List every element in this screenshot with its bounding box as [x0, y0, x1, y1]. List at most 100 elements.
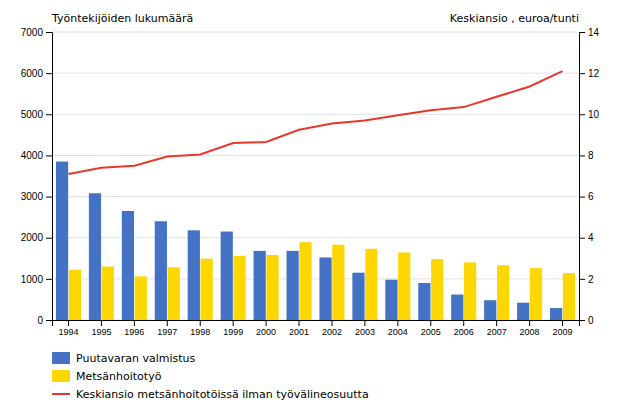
tick-mark	[46, 155, 52, 156]
bar	[254, 251, 266, 320]
bar	[464, 262, 476, 320]
tick-mark	[46, 32, 52, 33]
tick-label: 8	[588, 150, 594, 161]
legend-swatch	[52, 352, 70, 364]
tick-label: 2008	[520, 327, 540, 337]
tick-mark	[46, 73, 52, 74]
bar	[56, 162, 68, 320]
tick: 3000	[21, 191, 52, 202]
tick: 0	[37, 315, 52, 326]
tick-mark	[579, 279, 585, 280]
tick-mark	[579, 32, 585, 33]
tick-mark	[134, 320, 135, 326]
tick: 2004	[388, 320, 408, 337]
bar	[69, 270, 81, 320]
bar	[102, 267, 114, 320]
tick: 6	[579, 191, 594, 202]
tick: 7000	[21, 27, 52, 38]
legend-swatch	[52, 393, 70, 395]
y2-axis: 02468101214	[579, 27, 600, 326]
y-axis-label: Työntekijöiden lukumäärä	[51, 12, 193, 25]
tick-label: 1000	[21, 274, 44, 285]
tick-mark	[200, 320, 201, 326]
tick-label: 1995	[91, 327, 111, 337]
y2-axis-label: Keskiansio , euroa/tunti	[450, 12, 579, 25]
tick-label: 2001	[289, 327, 309, 337]
tick: 1998	[190, 320, 210, 337]
bar	[550, 308, 562, 320]
tick: 4000	[21, 150, 52, 161]
marks	[56, 71, 575, 320]
tick-mark	[46, 279, 52, 280]
bar	[122, 211, 134, 320]
bar	[286, 251, 298, 320]
bar	[497, 265, 509, 320]
legend: Puutavaran valmistus Metsänhoitotyö Keskia…	[52, 352, 369, 401]
tick: 8	[579, 150, 594, 161]
bar	[319, 257, 331, 320]
line	[68, 71, 562, 174]
tick-label: 7000	[21, 27, 44, 38]
tick-mark	[299, 320, 300, 326]
tick-label: 1998	[190, 327, 210, 337]
tick-label: 4000	[21, 150, 44, 161]
tick-mark	[397, 320, 398, 326]
bar	[484, 300, 496, 320]
bar	[530, 268, 542, 320]
tick: 6000	[21, 68, 52, 79]
y-axis: 01000200030004000500060007000	[21, 27, 53, 326]
tick-label: 10	[588, 109, 600, 120]
tick-mark	[331, 320, 332, 326]
tick: 2003	[355, 320, 375, 337]
bar	[201, 259, 213, 320]
tick-label: 0	[588, 315, 594, 326]
tick-mark	[579, 114, 585, 115]
tick-label: 0	[37, 315, 43, 326]
tick-label: 6	[588, 191, 594, 202]
tick-mark	[496, 320, 497, 326]
grid-line	[52, 73, 579, 74]
legend-item: Puutavaran valmistus	[52, 352, 196, 365]
legend-label: Keskiansio metsänhoitotöissä ilman työvä…	[76, 388, 369, 401]
tick-mark	[233, 320, 234, 326]
tick-label: 2002	[322, 327, 342, 337]
legend-item: Keskiansio metsänhoitotöissä ilman työvä…	[52, 388, 369, 401]
tick-mark	[529, 320, 530, 326]
tick-label: 2003	[355, 327, 375, 337]
grid-line	[52, 114, 579, 115]
legend-item: Metsänhoitotyö	[52, 370, 162, 383]
tick-label: 1999	[223, 327, 243, 337]
tick: 2005	[421, 320, 441, 337]
plot: 1994199519961997199819992000200120022003…	[21, 12, 600, 337]
grid-line	[52, 196, 579, 197]
tick: 1994	[58, 320, 78, 337]
bar	[266, 255, 278, 320]
legend-label: Metsänhoitotyö	[76, 370, 162, 383]
tick: 0	[579, 315, 594, 326]
tick-mark	[579, 238, 585, 239]
bar	[188, 230, 200, 320]
tick-mark	[579, 155, 585, 156]
tick: 4	[579, 232, 594, 243]
tick-label: 14	[588, 27, 600, 38]
tick-mark	[46, 238, 52, 239]
bar-series	[56, 162, 562, 320]
bar	[352, 273, 364, 320]
axis-line	[53, 321, 580, 327]
tick: 1995	[91, 320, 111, 337]
bar	[135, 276, 147, 320]
bar	[155, 221, 167, 320]
tick-mark	[562, 320, 563, 326]
tick-mark	[430, 320, 431, 326]
bar	[221, 232, 233, 320]
grid-line	[52, 32, 579, 33]
tick-mark	[579, 320, 585, 321]
tick-mark	[579, 73, 585, 74]
tick-mark	[463, 320, 464, 326]
tick-mark	[46, 320, 52, 321]
bar	[563, 273, 575, 320]
tick: 2009	[553, 320, 573, 337]
tick-label: 5000	[21, 109, 44, 120]
tick-label: 2007	[487, 327, 507, 337]
bar	[365, 249, 377, 320]
